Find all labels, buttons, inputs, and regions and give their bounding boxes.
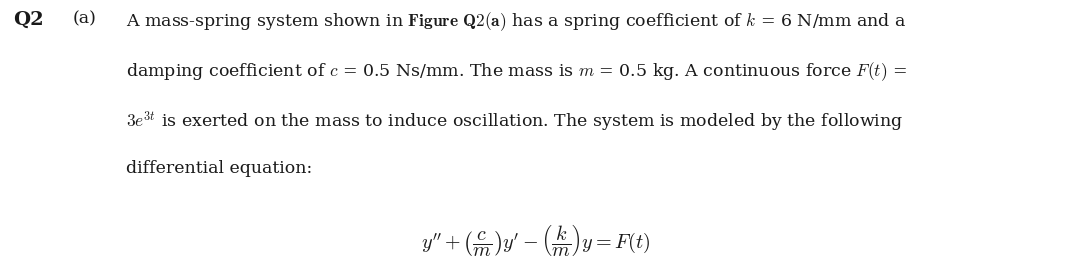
Text: A mass-spring system shown in $\mathbf{Figure\ Q2(a)}$ has a spring coefficient : A mass-spring system shown in $\mathbf{F… [126, 11, 907, 33]
Text: damping coefficient of $c$ = 0.5 Ns/mm. The mass is $m$ = 0.5 kg. A continuous f: damping coefficient of $c$ = 0.5 Ns/mm. … [126, 60, 907, 83]
Text: $3e^{3t}$ is exerted on the mass to induce oscillation. The system is modeled by: $3e^{3t}$ is exerted on the mass to indu… [126, 110, 904, 134]
Text: $y'' + \left(\dfrac{c}{m}\right)y' - \left(\dfrac{k}{m}\right)y = F(t)$: $y'' + \left(\dfrac{c}{m}\right)y' - \le… [421, 222, 650, 258]
Text: (a): (a) [73, 11, 96, 28]
Text: differential equation:: differential equation: [126, 160, 313, 177]
Text: Q2: Q2 [13, 11, 44, 29]
